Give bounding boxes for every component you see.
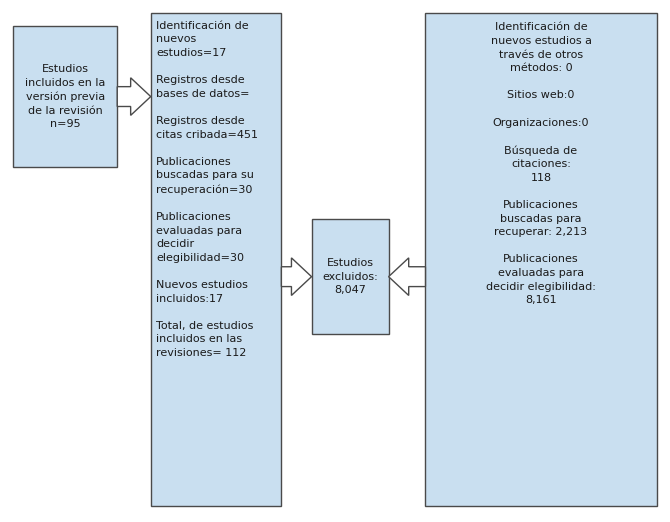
Polygon shape bbox=[281, 258, 312, 295]
Polygon shape bbox=[389, 258, 425, 295]
FancyBboxPatch shape bbox=[312, 219, 389, 334]
FancyBboxPatch shape bbox=[13, 26, 117, 167]
Text: Estudios
incluidos en la
versión previa
de la revisión
n=95: Estudios incluidos en la versión previa … bbox=[25, 64, 105, 129]
Text: Identificación de
nuevos
estudios=17

Registros desde
bases de datos=

Registros: Identificación de nuevos estudios=17 Reg… bbox=[156, 21, 258, 358]
FancyBboxPatch shape bbox=[151, 13, 281, 506]
Text: Identificación de
nuevos estudios a
través de otros
métodos: 0

Sitios web:0

Or: Identificación de nuevos estudios a trav… bbox=[486, 22, 596, 305]
FancyBboxPatch shape bbox=[425, 13, 657, 506]
Text: Estudios
excluidos:
8,047: Estudios excluidos: 8,047 bbox=[322, 258, 378, 295]
Polygon shape bbox=[117, 78, 151, 115]
